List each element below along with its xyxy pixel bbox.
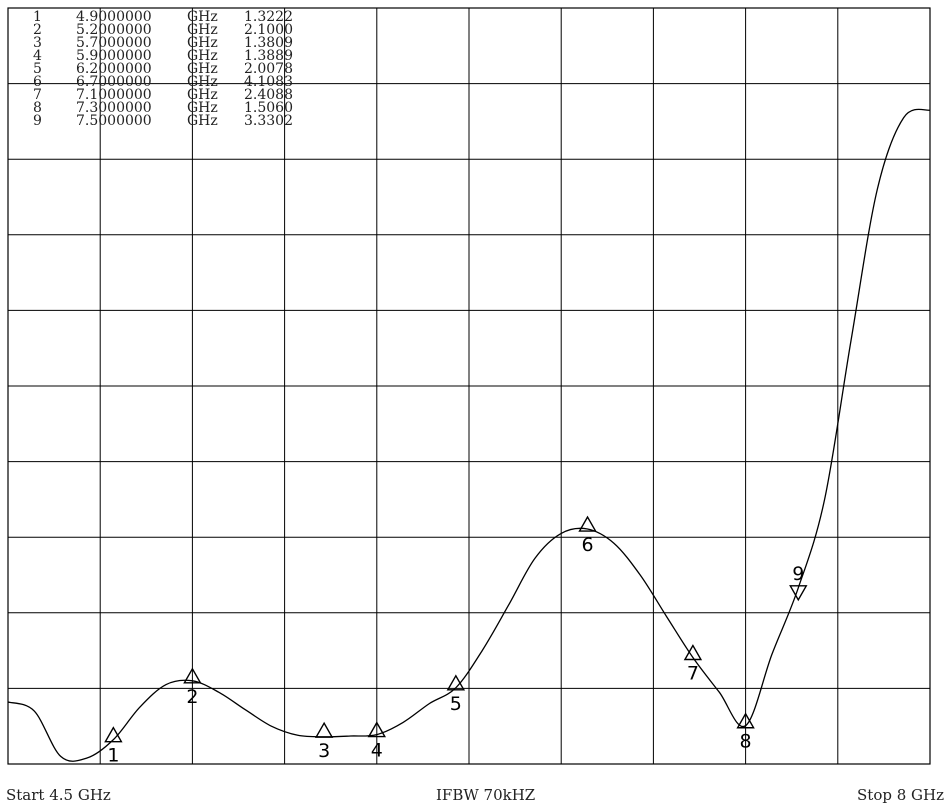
- marker-9-label: 9: [792, 563, 804, 585]
- grid: [7, 7, 931, 765]
- ifbw-label: IFBW 70kHZ: [436, 786, 536, 804]
- marker-table-num: 1: [33, 9, 42, 25]
- marker-table-unit: GHz: [187, 74, 218, 90]
- stop-frequency-label: Stop 8 GHz: [857, 786, 944, 804]
- marker-table-freq: 4.9000000: [76, 9, 152, 25]
- marker-table-value: 2.1000: [244, 22, 293, 38]
- marker-table-unit: GHz: [187, 35, 218, 51]
- marker-table-num: 2: [33, 22, 42, 38]
- marker-table-unit: GHz: [187, 61, 218, 77]
- marker-table: 1 4.9000000 GHz 1.3222 2 5.2000000 GHz 2.1000 3 5…: [33, 9, 293, 129]
- marker-3-label: 3: [318, 740, 330, 762]
- marker-table-value: 2.0078: [244, 61, 293, 77]
- marker-table-unit: GHz: [187, 22, 218, 38]
- marker-table-value: 1.3809: [244, 35, 293, 51]
- marker-table-freq: 5.7000000: [76, 35, 152, 51]
- marker-3-triangle: [314, 721, 334, 738]
- marker-table-num: 7: [33, 87, 42, 103]
- marker-4-label: 4: [371, 740, 383, 762]
- marker-2-label: 2: [186, 686, 198, 708]
- marker-table-unit: GHz: [187, 100, 218, 116]
- marker-table-freq: 6.2000000: [76, 61, 152, 77]
- marker-table-unit: GHz: [187, 48, 218, 64]
- marker-2-triangle: [183, 667, 202, 684]
- marker-table-freq: 6.7000000: [76, 74, 152, 90]
- marker-1-label: 1: [107, 745, 119, 767]
- marker-table-num: 9: [33, 113, 42, 129]
- marker-table-freq: 7.1000000: [76, 87, 152, 103]
- marker-6-triangle: [578, 515, 597, 532]
- marker-table-value: 1.3222: [244, 9, 293, 25]
- marker-table-freq: 7.5000000: [76, 113, 152, 129]
- marker-table-num: 5: [33, 61, 42, 77]
- markers: 1 2 3 4 5 6 7 8 9: [104, 515, 808, 767]
- marker-table-unit: GHz: [187, 113, 218, 129]
- marker-table-freq: 5.9000000: [76, 48, 152, 64]
- marker-8-triangle: [736, 712, 755, 729]
- marker-8-label: 8: [740, 731, 752, 753]
- marker-table-value: 3.3302: [244, 113, 293, 129]
- marker-table-unit: GHz: [187, 9, 218, 25]
- marker-1-triangle: [104, 726, 123, 743]
- marker-9-triangle: [789, 585, 808, 602]
- start-frequency-label: Start 4.5 GHz: [6, 786, 111, 804]
- marker-table-value: 1.5060: [244, 100, 293, 116]
- marker-5-label: 5: [450, 693, 462, 715]
- marker-table-freq: 7.3000000: [76, 100, 152, 116]
- marker-5-triangle: [446, 674, 466, 691]
- marker-table-freq: 5.2000000: [76, 22, 152, 38]
- marker-4-triangle: [367, 721, 387, 738]
- marker-table-value: 2.4088: [244, 87, 293, 103]
- marker-table-num: 4: [33, 48, 42, 64]
- marker-7-label: 7: [687, 662, 699, 684]
- marker-table-value: 4.1083: [244, 74, 293, 90]
- marker-table-unit: GHz: [187, 87, 218, 103]
- marker-table-num: 6: [33, 74, 42, 90]
- trace-line: [7, 108, 931, 762]
- marker-table-value: 1.3889: [244, 48, 293, 64]
- marker-7-triangle: [683, 644, 703, 661]
- marker-table-num: 3: [33, 35, 42, 51]
- marker-6-label: 6: [581, 534, 593, 556]
- marker-table-num: 8: [33, 100, 42, 116]
